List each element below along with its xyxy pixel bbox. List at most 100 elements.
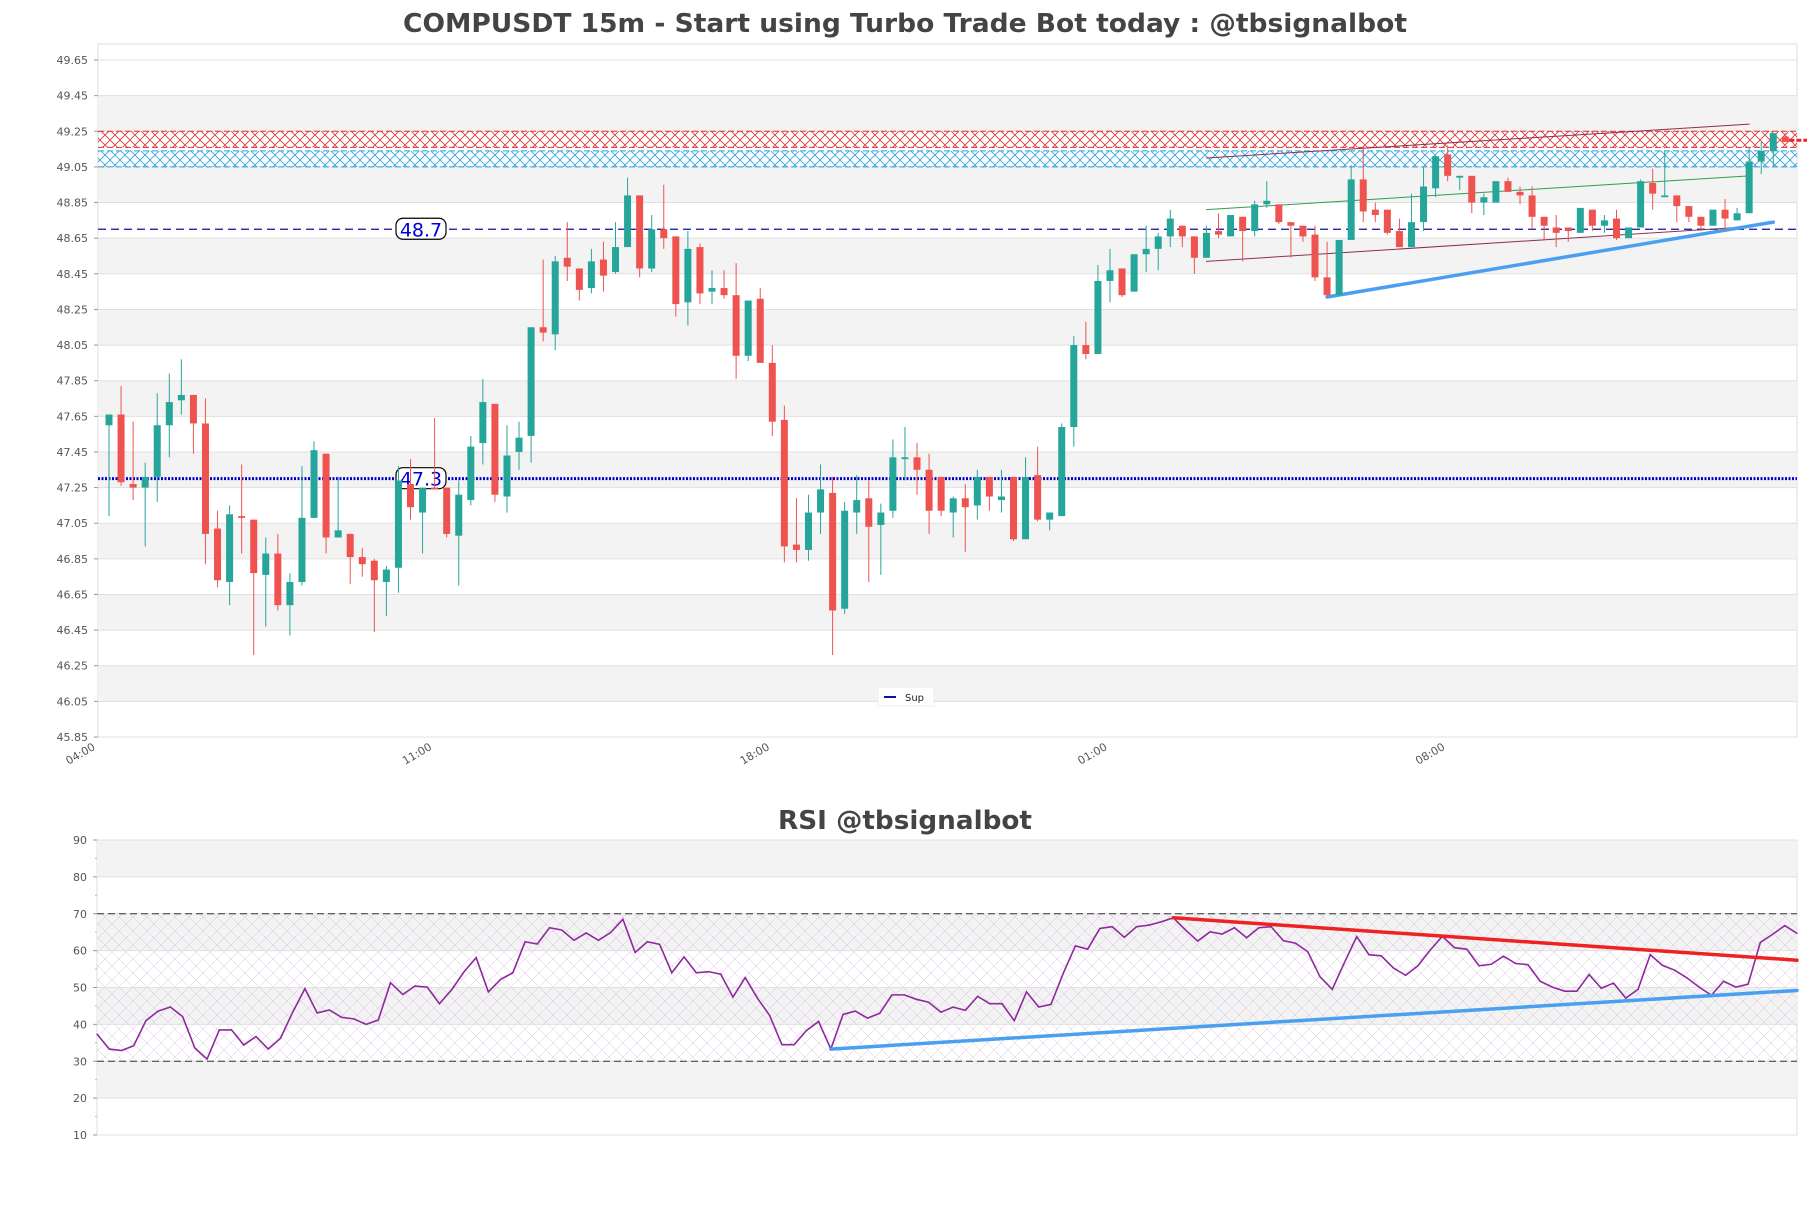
y-tick-label: 46.65 xyxy=(57,588,89,601)
candle-up xyxy=(177,394,185,401)
rsi-point xyxy=(1600,987,1602,989)
candle-down xyxy=(370,560,378,581)
candle-up xyxy=(286,582,294,606)
rsi-point xyxy=(206,1058,208,1060)
candle-down xyxy=(1082,345,1090,354)
rsi-point xyxy=(658,943,661,945)
rsi-point xyxy=(1331,988,1333,990)
candle-up xyxy=(708,288,716,292)
rsi-point xyxy=(1197,940,1199,942)
candle-down xyxy=(1444,154,1452,176)
rsi-point xyxy=(377,1019,379,1021)
rsi-point xyxy=(548,927,551,929)
candle-up xyxy=(551,261,559,335)
candle-down xyxy=(1311,234,1319,278)
rsi-point xyxy=(1539,980,1541,982)
rsi-point xyxy=(1258,927,1260,929)
rsi-grid-band xyxy=(97,1061,1797,1099)
rsi-point xyxy=(695,972,697,974)
rsi-point xyxy=(499,978,502,980)
rsi-point xyxy=(1380,955,1382,957)
price-chart: 49.65 49.45 49.25 49.05 48.85 48.65 48.45 48.25… xyxy=(57,43,1807,767)
rsi-resistance-line xyxy=(1171,916,1799,962)
rsi-point xyxy=(842,1013,844,1016)
grid-band xyxy=(98,594,1797,631)
rsi-point xyxy=(915,998,918,1000)
rsi-point xyxy=(573,939,575,941)
rsi-point xyxy=(1649,954,1651,956)
rsi-point xyxy=(316,1012,318,1014)
candle-up xyxy=(1227,215,1235,237)
rsi-point xyxy=(1564,990,1566,992)
rsi-point xyxy=(1111,926,1113,928)
rsi-point xyxy=(120,1049,123,1052)
x-tick-label: 08:00 xyxy=(1413,740,1447,767)
y-tick-label: 46.45 xyxy=(57,624,89,637)
candle-down xyxy=(1178,225,1186,237)
candle-down xyxy=(214,528,222,581)
candle-up xyxy=(455,494,463,536)
rsi-point xyxy=(1576,990,1578,992)
rsi-point xyxy=(1282,940,1284,942)
candle-down xyxy=(792,544,800,550)
zone-blue-hatch xyxy=(98,150,1797,167)
candle-up xyxy=(1154,236,1162,249)
rsi-point xyxy=(292,1011,294,1013)
candle-down xyxy=(129,484,137,488)
candle-down xyxy=(1504,181,1512,192)
candle-up xyxy=(817,489,825,513)
rsi-y-tick-label: 90 xyxy=(73,834,87,847)
rsi-point xyxy=(475,957,477,959)
rsi-point xyxy=(304,988,306,990)
candle-up xyxy=(744,300,752,356)
rsi-point xyxy=(964,1009,966,1011)
candle-down xyxy=(1371,209,1379,216)
rsi-point xyxy=(1784,924,1786,927)
rsi-point xyxy=(1612,982,1615,984)
candle-down xyxy=(1673,195,1681,207)
rsi-y-tick-label: 70 xyxy=(73,908,87,921)
rsi-point xyxy=(769,1014,771,1017)
rsi-point xyxy=(976,995,979,997)
y-tick-label: 47.25 xyxy=(57,482,89,495)
grid-band xyxy=(98,523,1797,559)
candle-up xyxy=(165,402,173,426)
rsi-point xyxy=(1368,954,1370,956)
rsi-y-tick-label: 50 xyxy=(73,982,87,995)
rsi-point xyxy=(536,943,538,945)
candle-down xyxy=(1287,222,1295,226)
candle-down xyxy=(696,247,704,294)
candle-down xyxy=(322,453,330,538)
candle-down xyxy=(1721,209,1729,219)
candle-down xyxy=(491,403,499,495)
rsi-point xyxy=(1087,948,1089,950)
candle-up xyxy=(1263,200,1271,205)
candle-down xyxy=(756,298,764,363)
rsi-point xyxy=(805,1030,807,1032)
rsi-point xyxy=(1588,973,1590,976)
grid-band xyxy=(98,309,1797,346)
rsi-point xyxy=(817,1020,820,1023)
rsi-point xyxy=(989,1003,991,1005)
rsi-support-line xyxy=(829,988,1799,1051)
candle-down xyxy=(1564,227,1572,232)
candle-down xyxy=(189,394,197,424)
rsi-point xyxy=(854,1010,856,1012)
rsi-point xyxy=(96,1033,98,1035)
rsi-y-tick-label: 40 xyxy=(73,1018,87,1031)
candle-down xyxy=(1359,179,1367,212)
candle-up xyxy=(1130,254,1138,292)
candle-up xyxy=(1347,179,1355,240)
candle-up xyxy=(503,455,511,497)
candle-up xyxy=(889,457,897,511)
rsi-point xyxy=(451,989,453,991)
y-tick-label: 49.45 xyxy=(57,90,89,103)
candle-down xyxy=(985,476,993,497)
y-tick-label: 47.65 xyxy=(57,410,89,423)
rsi-point xyxy=(1356,936,1358,938)
rsi-point xyxy=(1417,965,1419,967)
rsi-point xyxy=(389,982,392,984)
candle-up xyxy=(853,500,861,513)
x-tick-label: 18:00 xyxy=(738,740,772,767)
candle-up xyxy=(1637,181,1645,228)
